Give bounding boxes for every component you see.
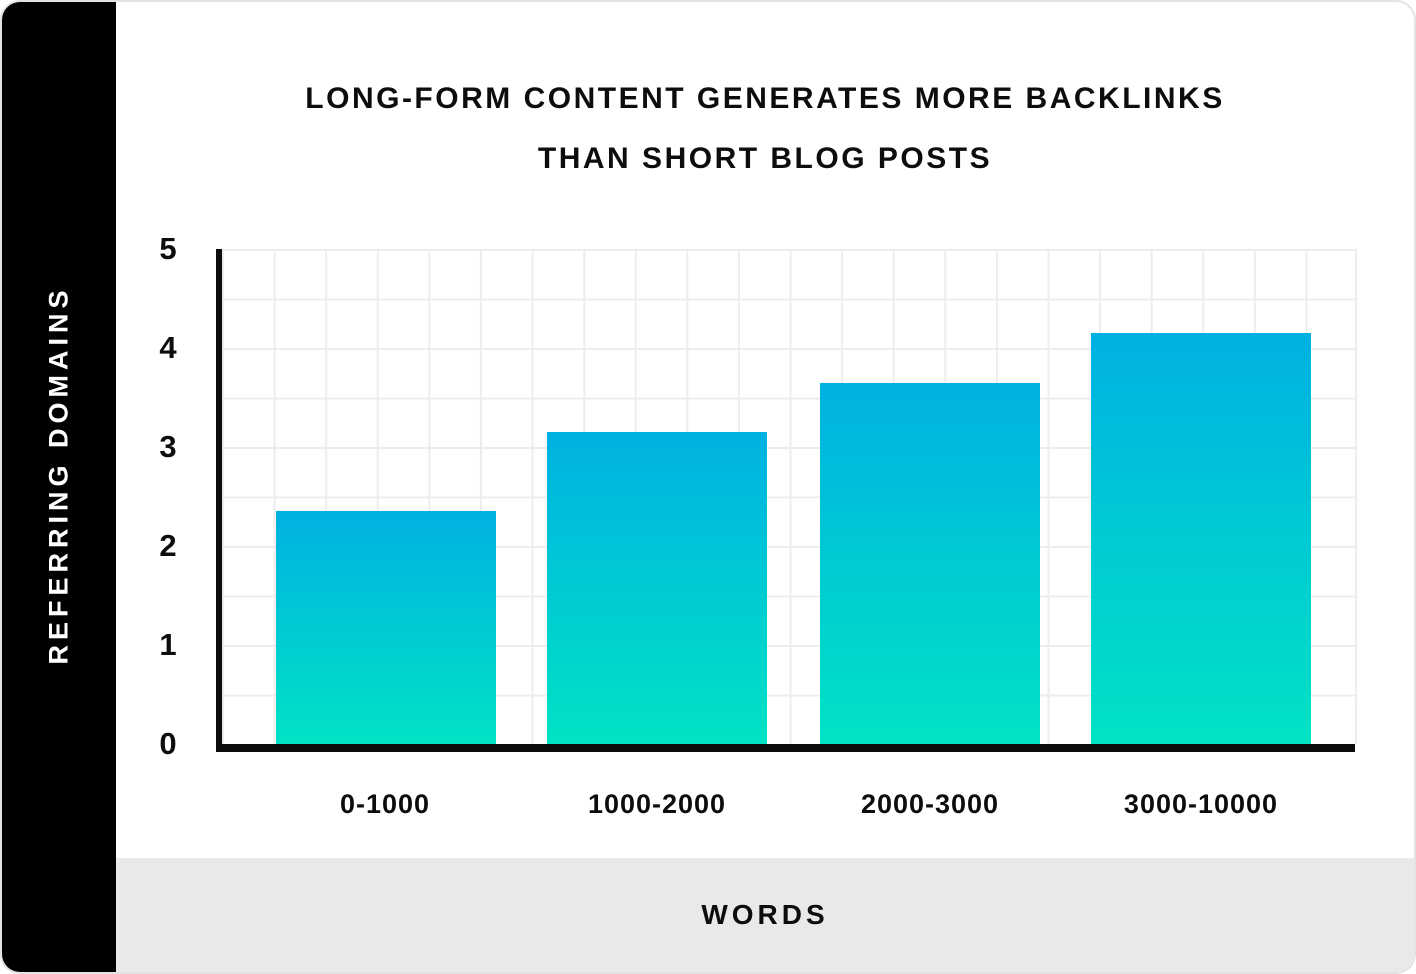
y-tick-label-1: 1 [159,627,177,662]
y-tick-label-0: 0 [159,726,177,761]
y-tick-label-2: 2 [159,528,177,563]
y-axis-title: REFERRING DOMAINS [43,285,74,665]
bar-3000-10000 [1091,333,1311,744]
chart-title: LONG-FORM CONTENT GENERATES MORE BACKLIN… [116,2,1414,176]
x-tick-label-1000-2000: 1000-2000 [587,789,727,819]
bar-0-1000 [276,511,496,744]
y-tick-label-5: 5 [159,231,177,266]
x-axis-title: WORDS [701,899,829,930]
y-tick-label-3: 3 [159,429,177,464]
y-tick-label-4: 4 [159,330,177,365]
x-tick-label-2000-3000: 2000-3000 [860,789,1000,819]
x-tick-label-3000-10000: 3000-10000 [1123,789,1279,819]
chart-title-line-1: LONG-FORM CONTENT GENERATES MORE BACKLIN… [305,82,1225,115]
chart-title-line-2: THAN SHORT BLOG POSTS [537,142,993,175]
bar-2000-3000 [820,382,1040,744]
x-tick-label-0-1000: 0-1000 [339,789,431,819]
bar-1000-2000 [547,432,767,744]
y-axis-panel: REFERRING DOMAINS [2,2,116,972]
y-axis-line [216,249,222,752]
x-axis-line [216,744,1355,752]
chart-plot-area [216,249,1357,752]
x-axis-panel: WORDS [116,858,1414,972]
